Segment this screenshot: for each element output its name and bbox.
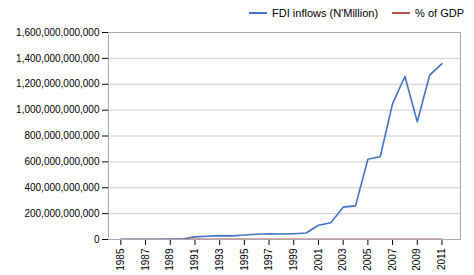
svg-text:1993: 1993: [214, 248, 225, 271]
svg-text:1,400,000,000,000: 1,400,000,000,000: [16, 53, 100, 64]
svg-text:2005: 2005: [362, 248, 373, 271]
svg-text:2009: 2009: [411, 248, 422, 271]
svg-text:1,200,000,000,000: 1,200,000,000,000: [16, 78, 100, 89]
svg-text:1,600,000,000,000: 1,600,000,000,000: [16, 27, 100, 38]
svg-text:400,000,000,000: 400,000,000,000: [24, 182, 100, 193]
svg-text:600,000,000,000: 600,000,000,000: [24, 156, 100, 167]
svg-text:1989: 1989: [164, 248, 175, 271]
html-text:% of GDP: % of GDP: [415, 7, 464, 19]
svg-text:1995: 1995: [239, 248, 250, 271]
html-text:FDI inflows (N'Million): FDI inflows (N'Million): [272, 7, 379, 19]
svg-text:0: 0: [94, 234, 100, 245]
svg-text:1987: 1987: [140, 248, 151, 271]
svg-text:1999: 1999: [288, 248, 299, 271]
svg-text:2011: 2011: [436, 248, 447, 270]
svg-text:1997: 1997: [263, 248, 274, 271]
svg-text:800,000,000,000: 800,000,000,000: [24, 130, 100, 141]
svg-text:2001: 2001: [313, 248, 324, 271]
svg-text:1991: 1991: [189, 248, 200, 271]
svg-text:2007: 2007: [387, 248, 398, 271]
svg-text:1,000,000,000,000: 1,000,000,000,000: [16, 104, 100, 115]
svg-text:200,000,000,000: 200,000,000,000: [24, 208, 100, 219]
svg-text:2003: 2003: [337, 248, 348, 271]
svg-text:1985: 1985: [115, 248, 126, 271]
